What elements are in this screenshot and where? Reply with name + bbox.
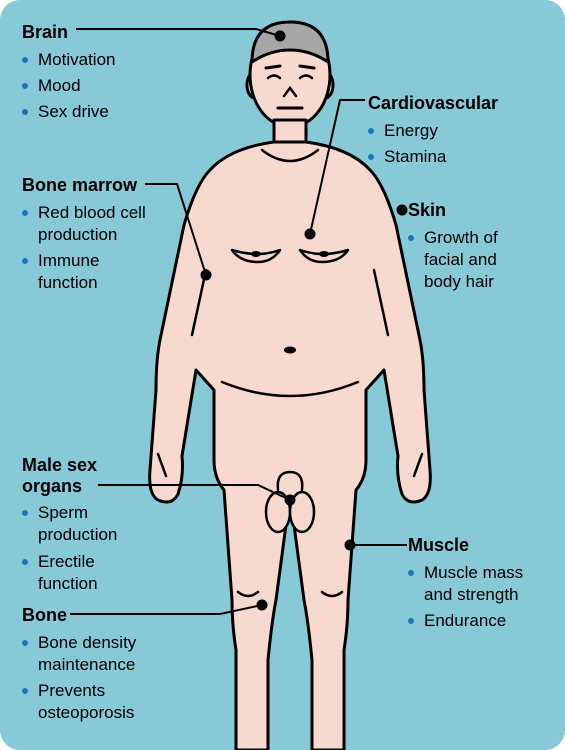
bullet-icon bbox=[408, 235, 414, 241]
label-item-text: Erectile function bbox=[38, 551, 152, 595]
leader-dot-skin bbox=[398, 206, 407, 215]
label-item: Stamina bbox=[368, 146, 498, 168]
label-item: Red blood cell production bbox=[22, 202, 162, 246]
label-title-cardio: Cardiovascular bbox=[368, 93, 498, 114]
label-item-text: Mood bbox=[38, 75, 81, 97]
label-item-text: Red blood cell production bbox=[38, 202, 162, 246]
label-title-marrow: Bone marrow bbox=[22, 175, 162, 196]
leader-dot-cardio bbox=[306, 230, 315, 239]
label-item-text: Energy bbox=[384, 120, 438, 142]
label-item: Growth of facial and body hair bbox=[408, 227, 538, 293]
label-title-brain: Brain bbox=[22, 22, 115, 43]
label-item: Muscle mass and strength bbox=[408, 562, 548, 606]
label-item-text: Bone density maintenance bbox=[38, 632, 162, 676]
bullet-icon bbox=[408, 618, 414, 624]
label-list-bone: Bone density maintenancePrevents osteopo… bbox=[22, 632, 162, 724]
label-item-text: Growth of facial and body hair bbox=[424, 227, 538, 293]
label-title-organs: Male sex organs bbox=[22, 455, 152, 496]
label-bone: Bone Bone density maintenancePrevents ost… bbox=[22, 605, 162, 728]
label-list-marrow: Red blood cell productionImmune function bbox=[22, 202, 162, 294]
label-item-text: Motivation bbox=[38, 49, 115, 71]
bullet-icon bbox=[22, 210, 28, 216]
label-list-muscle: Muscle mass and strength Endurance bbox=[408, 562, 548, 632]
label-item: Immune function bbox=[22, 250, 162, 294]
label-list-brain: Motivation Mood Sex drive bbox=[22, 49, 115, 123]
leader-dot-muscle bbox=[346, 541, 355, 550]
bullet-icon bbox=[368, 128, 374, 134]
bullet-icon bbox=[22, 258, 28, 264]
label-item-text: Endurance bbox=[424, 610, 506, 632]
label-cardio: Cardiovascular Energy Stamina bbox=[368, 93, 498, 172]
bullet-icon bbox=[22, 688, 28, 694]
bullet-icon bbox=[408, 570, 414, 576]
label-item-text: Immune function bbox=[38, 250, 162, 294]
label-organs: Male sex organs Sperm production Erectile … bbox=[22, 455, 152, 599]
bullet-icon bbox=[22, 109, 28, 115]
label-list-organs: Sperm production Erectile function bbox=[22, 502, 152, 594]
bullet-icon bbox=[22, 510, 28, 516]
label-item: Motivation bbox=[22, 49, 115, 71]
label-item: Sex drive bbox=[22, 101, 115, 123]
label-list-cardio: Energy Stamina bbox=[368, 120, 498, 168]
leader-dot-marrow bbox=[202, 271, 211, 280]
label-item: Mood bbox=[22, 75, 115, 97]
label-muscle: Muscle Muscle mass and strength Endurance bbox=[408, 535, 548, 636]
label-item-text: Sex drive bbox=[38, 101, 109, 123]
label-title-skin: Skin bbox=[408, 200, 538, 221]
bullet-icon bbox=[22, 57, 28, 63]
label-skin: Skin Growth of facial and body hair bbox=[408, 200, 538, 297]
bullet-icon bbox=[368, 154, 374, 160]
label-item-text: Muscle mass and strength bbox=[424, 562, 548, 606]
label-item-text: Prevents osteoporosis bbox=[38, 680, 162, 724]
label-brain: Brain Motivation Mood Sex drive bbox=[22, 22, 115, 127]
leader-dot-organs bbox=[286, 496, 295, 505]
label-item: Erectile function bbox=[22, 551, 152, 595]
label-item: Endurance bbox=[408, 610, 548, 632]
leader-dot-brain bbox=[276, 32, 285, 41]
bullet-icon bbox=[22, 83, 28, 89]
label-item: Prevents osteoporosis bbox=[22, 680, 162, 724]
bullet-icon bbox=[22, 559, 28, 565]
diagram-container: Brain Motivation Mood Sex drive Cardiovascul… bbox=[0, 0, 565, 750]
label-marrow: Bone marrow Red blood cell productionImmu… bbox=[22, 175, 162, 298]
label-list-skin: Growth of facial and body hair bbox=[408, 227, 538, 293]
label-item: Bone density maintenance bbox=[22, 632, 162, 676]
bullet-icon bbox=[22, 640, 28, 646]
label-item-text: Sperm production bbox=[38, 502, 152, 546]
label-title-muscle: Muscle bbox=[408, 535, 548, 556]
leader-dot-bone bbox=[258, 601, 267, 610]
label-item: Energy bbox=[368, 120, 498, 142]
label-item: Sperm production bbox=[22, 502, 152, 546]
label-item-text: Stamina bbox=[384, 146, 446, 168]
label-title-bone: Bone bbox=[22, 605, 162, 626]
